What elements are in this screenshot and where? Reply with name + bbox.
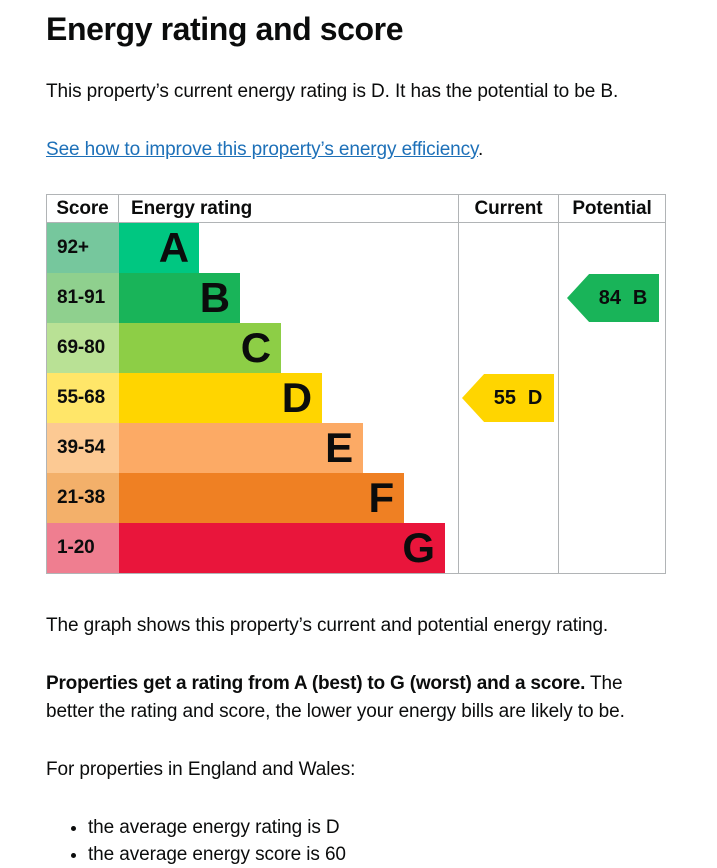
potential-column-header: Potential	[559, 195, 665, 223]
current-column: Current 55 D	[458, 195, 558, 573]
potential-column: Potential 84 B	[558, 195, 665, 573]
band-letter: A	[158, 224, 189, 271]
score-column-header: Score	[47, 195, 119, 223]
current-score-value: 55	[493, 386, 516, 409]
band-letter: D	[281, 374, 312, 421]
energy-rating-column-header: Energy rating	[119, 195, 458, 223]
chart-header-row: Score Energy rating	[47, 195, 458, 223]
potential-rating-arrow: 84 B	[567, 274, 659, 322]
improve-efficiency-link[interactable]: See how to improve this property’s energ…	[46, 139, 479, 160]
energy-rating-chart: Score Energy rating 92+ A 81-91 B 69-80 …	[46, 194, 666, 574]
page-title: Energy rating and score	[46, 11, 404, 47]
score-range: 69-80	[47, 323, 119, 373]
rating-explanation-bold: Properties get a rating from A (best) to…	[46, 673, 586, 694]
averages-list: the average energy rating is D the avera…	[70, 814, 671, 868]
band-row-e: 39-54 E	[47, 423, 458, 473]
band-letter: G	[402, 524, 435, 571]
intro-text: This property’s current energy rating is…	[46, 81, 619, 102]
score-range: 55-68	[47, 373, 119, 423]
band-letter: F	[368, 474, 394, 521]
rating-bar-c: C	[119, 323, 281, 373]
chart-caption: The graph shows this property’s current …	[46, 615, 609, 636]
rating-bar-b: B	[119, 273, 240, 323]
improve-link-line: See how to improve this property’s energ…	[46, 136, 671, 164]
score-range: 21-38	[47, 473, 119, 523]
current-rating-arrow: 55 D	[462, 374, 554, 422]
rating-bar-a: A	[119, 223, 199, 273]
potential-band-letter: B	[632, 286, 648, 309]
band-row-b: 81-91 B	[47, 273, 458, 323]
rating-columns: Score Energy rating 92+ A 81-91 B 69-80 …	[47, 195, 458, 573]
band-row-f: 21-38 F	[47, 473, 458, 523]
rating-explanation: Properties get a rating from A (best) to…	[46, 670, 671, 726]
score-range: 92+	[47, 223, 119, 273]
rating-bar-g: G	[119, 523, 445, 573]
score-range: 39-54	[47, 423, 119, 473]
potential-score-value: 84	[598, 286, 621, 309]
current-column-header: Current	[459, 195, 558, 223]
band-letter: C	[240, 324, 271, 371]
band-row-c: 69-80 C	[47, 323, 458, 373]
band-letter: B	[199, 274, 230, 321]
link-period: .	[478, 139, 484, 160]
band-row-a: 92+ A	[47, 223, 458, 273]
rating-bar-f: F	[119, 473, 404, 523]
rating-bar-e: E	[119, 423, 363, 473]
score-range: 1-20	[47, 523, 119, 573]
rating-explanation-rest: The better the rating and score, the low…	[46, 673, 625, 722]
region-heading: For properties in England and Wales:	[46, 759, 356, 780]
rating-bar-d: D	[119, 373, 322, 423]
average-score-item: the average energy score is 60	[88, 841, 671, 868]
average-rating-item: the average energy rating is D	[88, 814, 671, 841]
band-row-g: 1-20 G	[47, 523, 458, 573]
band-letter: E	[325, 424, 353, 471]
band-row-d: 55-68 D	[47, 373, 458, 423]
score-range: 81-91	[47, 273, 119, 323]
current-band-letter: D	[527, 386, 543, 409]
